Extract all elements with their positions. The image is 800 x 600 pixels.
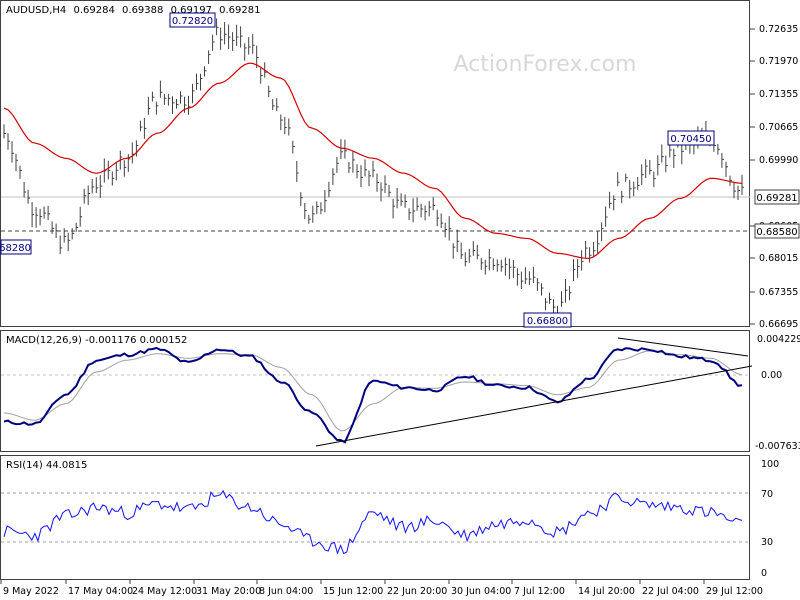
y-tick-label: 0.70665	[759, 122, 798, 133]
y-tick-label: 0.66695	[759, 319, 798, 330]
close-text: 0.69281	[219, 5, 260, 16]
left-level-text: 0.68280	[0, 243, 31, 254]
low-jun-text: 0.66800	[527, 316, 568, 327]
watermark-text: ActionForex.com	[454, 52, 637, 77]
macd-axis-top: 0.004229	[757, 334, 800, 345]
x-tick-label: 7 Jul 12:00	[514, 586, 565, 597]
x-tick-label: 17 May 04:00	[68, 586, 133, 597]
macd-main-line	[3, 346, 743, 444]
macd-upper-trendline	[617, 337, 749, 357]
macd-signal-line	[3, 350, 743, 432]
x-tick-label: 8 Jun 04:00	[259, 586, 313, 597]
dashed-level-text: 0.68580	[756, 227, 797, 238]
x-tick-label: 9 May 2022	[3, 586, 59, 597]
x-tick-label: 22 Jun 20:00	[387, 586, 447, 597]
open-text: 0.69284	[73, 5, 114, 16]
rsi-axis-0: 0	[761, 568, 767, 579]
high-jul-text: 0.70450	[670, 134, 711, 145]
high-text: 0.69388	[122, 5, 163, 16]
x-tick-label: 22 Jul 04:00	[642, 586, 699, 597]
macd-y-axis: 0.004229 0.00 -0.007633	[755, 334, 800, 452]
moving-average-line	[3, 62, 743, 259]
current-price-tag: 0.69281	[754, 189, 800, 205]
x-tick-label: 30 Jun 04:00	[451, 586, 511, 597]
rsi-label: RSI(14) 44.0815	[6, 460, 87, 471]
rsi-axis-70: 70	[761, 489, 773, 500]
y-tick-label: 0.71970	[759, 56, 798, 67]
low-jun-label: 0.66800	[523, 312, 572, 328]
macd-axis-bottom: -0.007633	[755, 441, 800, 452]
high-jul-label: 0.70450	[667, 130, 715, 146]
main-panel-frame	[0, 0, 750, 327]
main-info-label: AUDUSD,H4 0.69284 0.69388 0.69197 0.6928…	[6, 5, 260, 16]
high-may-text: 0.72820	[172, 16, 213, 27]
x-tick-label: 31 May 20:00	[196, 586, 261, 597]
y-tick-label: 0.69990	[759, 155, 798, 166]
x-tick-label: 24 May 12:00	[132, 586, 197, 597]
rsi-line	[3, 489, 743, 555]
rsi-axis-30: 30	[761, 537, 773, 548]
rsi-y-axis: 100 70 30 0	[761, 459, 779, 579]
current-price-text: 0.69281	[756, 193, 797, 204]
y-tick-label: 0.72635	[759, 24, 798, 35]
y-tick-label: 0.68015	[759, 253, 798, 264]
low-text: 0.69197	[171, 5, 212, 16]
rsi-axis-100: 100	[761, 459, 779, 470]
dashed-level-tag: 0.68580	[754, 223, 800, 239]
macd-panel-frame	[0, 330, 750, 452]
macd-label: MACD(12,26,9) -0.001176 0.000152	[6, 335, 187, 346]
left-level-label: 0.68280	[0, 239, 32, 255]
y-tick-label: 0.71355	[759, 89, 798, 100]
macd-lower-trendline	[315, 365, 753, 447]
rsi-panel-frame	[0, 455, 750, 580]
symbol-text: AUDUSD,H4	[6, 5, 66, 16]
main-y-axis: 0.72635 0.71970 0.71355 0.70665 0.69990 …	[750, 24, 798, 330]
x-tick-label: 29 Jul 12:00	[706, 586, 763, 597]
y-tick-label: 0.67355	[759, 287, 798, 298]
x-tick-label: 14 Jul 20:00	[578, 586, 635, 597]
macd-axis-zero: 0.00	[761, 370, 782, 381]
x-tick-label: 15 Jun 12:00	[323, 586, 383, 597]
high-may-label: 0.72820	[169, 12, 216, 28]
